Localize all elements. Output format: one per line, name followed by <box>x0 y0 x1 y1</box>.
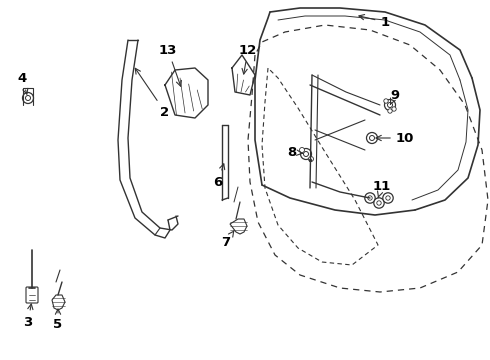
Text: 6: 6 <box>213 164 225 189</box>
Text: 12: 12 <box>239 44 257 74</box>
Circle shape <box>385 99 395 111</box>
Text: 10: 10 <box>376 131 414 144</box>
Text: 7: 7 <box>221 230 234 248</box>
Text: 1: 1 <box>359 14 390 28</box>
Circle shape <box>25 95 30 100</box>
Text: 3: 3 <box>24 304 33 328</box>
Circle shape <box>374 198 384 208</box>
Polygon shape <box>230 219 247 234</box>
Circle shape <box>303 152 309 157</box>
Circle shape <box>367 132 377 144</box>
Circle shape <box>369 135 374 140</box>
Polygon shape <box>52 295 65 310</box>
Text: 9: 9 <box>391 89 399 104</box>
Circle shape <box>383 193 393 203</box>
Circle shape <box>300 149 312 159</box>
Circle shape <box>388 109 392 113</box>
Circle shape <box>368 196 372 200</box>
Circle shape <box>384 99 388 103</box>
Text: 8: 8 <box>287 145 302 158</box>
Circle shape <box>299 148 304 153</box>
Circle shape <box>392 107 396 111</box>
Text: 4: 4 <box>17 72 28 94</box>
Text: 5: 5 <box>53 309 63 332</box>
FancyBboxPatch shape <box>26 287 38 303</box>
Circle shape <box>365 193 375 203</box>
Circle shape <box>388 103 392 108</box>
Circle shape <box>377 201 381 205</box>
Circle shape <box>23 93 33 104</box>
Text: 2: 2 <box>135 68 170 118</box>
Circle shape <box>386 196 390 200</box>
Text: 11: 11 <box>373 180 391 198</box>
Circle shape <box>309 157 314 162</box>
Text: 13: 13 <box>159 44 181 86</box>
